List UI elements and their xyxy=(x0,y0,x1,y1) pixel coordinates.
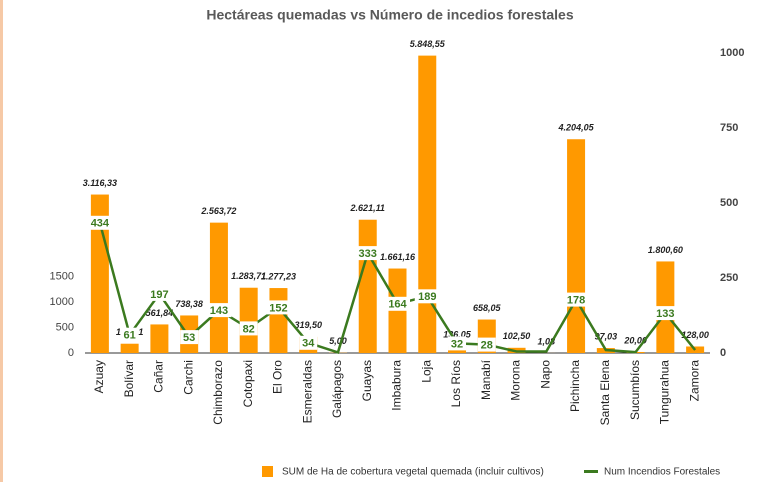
line-value-label: 28 xyxy=(481,340,493,352)
x-tick-label: Manabí xyxy=(479,359,493,400)
legend-swatch xyxy=(262,466,273,477)
x-tick-label: Chimborazo xyxy=(211,360,225,425)
y2-tick-label: 0 xyxy=(720,347,726,359)
line-value-label: 333 xyxy=(359,248,377,260)
bar-value-label: 102,50 xyxy=(503,331,531,341)
x-tick-label: Zamora xyxy=(687,360,701,402)
line-value-label: 197 xyxy=(150,289,168,301)
line-value-label: 133 xyxy=(656,308,674,320)
x-tick-label: Sucumbíos xyxy=(628,360,642,420)
x-tick-label: Azuay xyxy=(92,360,106,393)
y-tick-label: 1500 xyxy=(50,271,74,283)
x-tick-label: Tungurahua xyxy=(658,360,672,425)
line-value-label: 189 xyxy=(418,291,436,303)
bar xyxy=(150,324,168,353)
line-value-label: 53 xyxy=(183,332,195,344)
y-tick-label: 1000 xyxy=(50,296,74,308)
bar xyxy=(210,223,228,353)
line-value-label: 61 xyxy=(124,330,136,342)
bar-value-label: 1.800,60 xyxy=(648,245,683,255)
x-tick-label: Esmeraldas xyxy=(300,360,314,423)
bar-value-label: 738,38 xyxy=(175,299,203,309)
line-value-label: 178 xyxy=(567,295,585,307)
x-tick-label: Santa Elena xyxy=(598,360,612,426)
y2-tick-label: 250 xyxy=(720,272,738,284)
bar-value-label: 658,05 xyxy=(473,303,502,313)
x-tick-label: Galápagos xyxy=(330,360,344,418)
x-tick-label: Cañar xyxy=(152,360,166,393)
bar-value-label: 319,50 xyxy=(294,320,322,330)
y2-tick-label: 750 xyxy=(720,122,738,134)
y-tick-label: 500 xyxy=(56,321,74,333)
bar-value-label: 3.116,33 xyxy=(83,178,117,188)
line-value-label: 164 xyxy=(388,299,407,311)
chart: Hectáreas quemadas vs Número de incedios… xyxy=(0,0,757,482)
sidebar-edge xyxy=(0,0,3,482)
y-tick-label: 0 xyxy=(68,347,74,359)
x-tick-label: Pichincha xyxy=(568,360,582,412)
bar-value-label: 1.277,23 xyxy=(261,271,296,281)
bar xyxy=(359,220,377,353)
line-value-label: 82 xyxy=(243,323,255,335)
legend-label: Num Incendios Forestales xyxy=(604,467,720,478)
bar xyxy=(269,288,287,353)
chart-title: Hectáreas quemadas vs Número de incedios… xyxy=(206,7,573,23)
bar-value-label: 2.621,11 xyxy=(350,203,385,213)
bar-value-label: 5,00 xyxy=(329,336,347,346)
bar-value-label: 1.661,16 xyxy=(380,252,416,262)
bar-value-label: 2.563,72 xyxy=(200,206,236,216)
x-tick-label: Bolívar xyxy=(122,360,136,397)
y2-tick-label: 500 xyxy=(720,197,738,209)
bar xyxy=(567,139,585,353)
line-value-label: 434 xyxy=(91,218,110,230)
line-value-label: 143 xyxy=(210,305,228,317)
bar xyxy=(240,288,258,353)
x-tick-label: Napo xyxy=(538,360,552,389)
x-tick-label: Imbabura xyxy=(390,360,404,411)
x-tick-label: Guayas xyxy=(360,360,374,401)
line-value-label: 32 xyxy=(451,338,463,350)
x-tick-label: Cotopaxi xyxy=(241,360,255,407)
bar xyxy=(121,344,139,353)
legend-label: SUM de Ha de cobertura vegetal quemada (… xyxy=(282,467,544,478)
y2-tick-label: 1000 xyxy=(720,47,744,59)
x-tick-label: Los Ríos xyxy=(449,360,463,407)
x-tick-label: Carchi xyxy=(181,360,195,395)
line-value-label: 34 xyxy=(302,338,315,350)
x-tick-label: Loja xyxy=(419,360,433,383)
bar-value-label: 4.204,05 xyxy=(558,123,595,133)
line-value-label: 152 xyxy=(269,302,287,314)
x-tick-label: El Oro xyxy=(271,360,285,394)
bar-value-label: 5.848,55 xyxy=(410,39,446,49)
x-tick-label: Morona xyxy=(509,360,523,401)
